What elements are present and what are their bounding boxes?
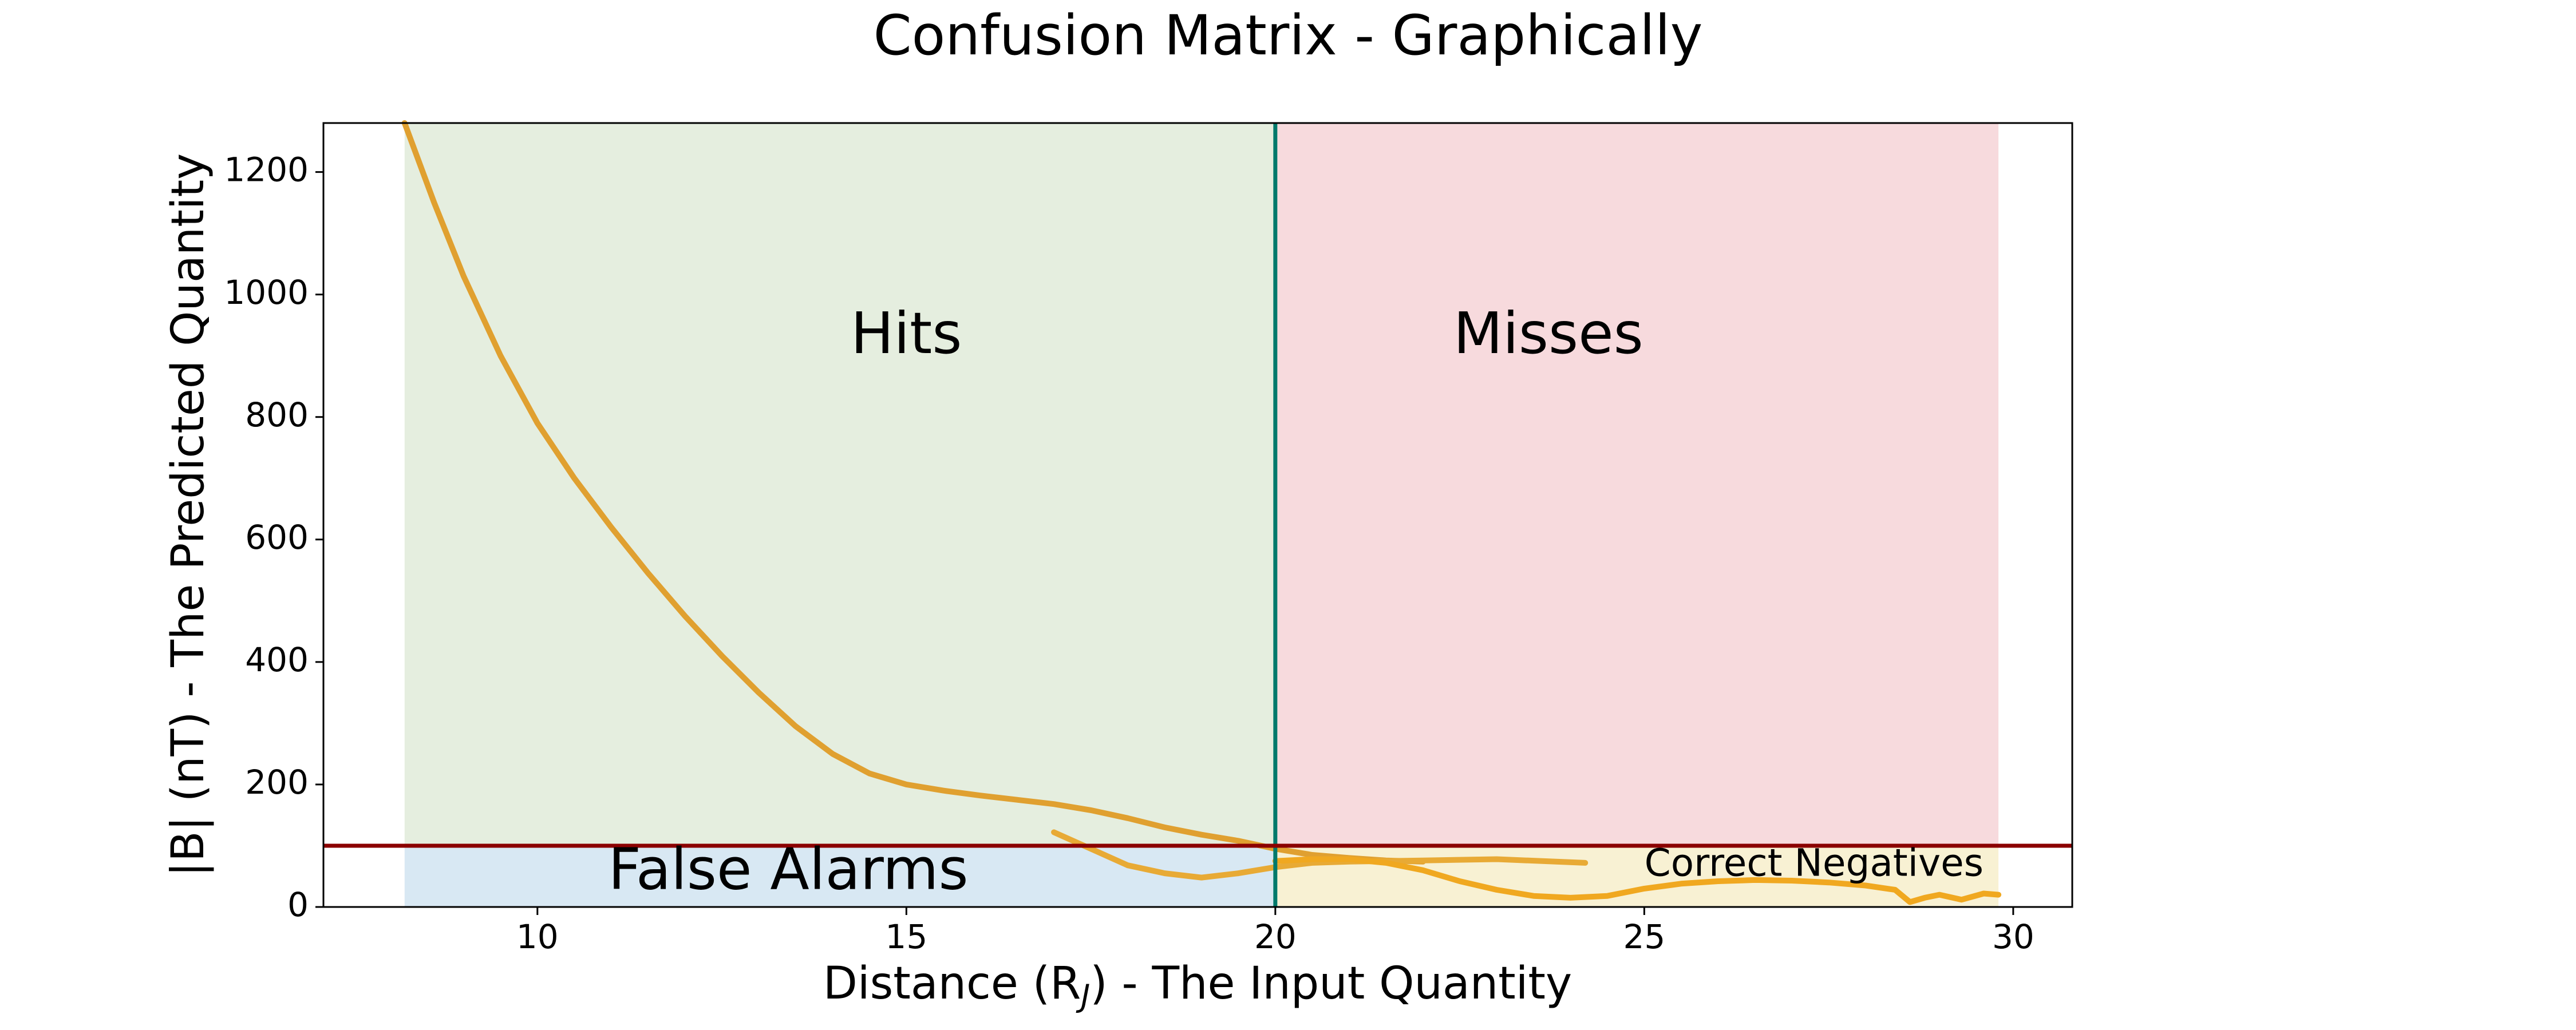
- region-labels-layer: Hits Misses False Alarms Correct Negatives: [609, 300, 1984, 903]
- x-tick-label: 20: [1254, 917, 1297, 956]
- series-line-2: [1051, 829, 1589, 881]
- x-axis-label: Distance (RJ) - The Input Quantity: [823, 958, 1572, 1014]
- y-tick-label: 200: [245, 763, 309, 802]
- series-line-3: [1272, 856, 2002, 905]
- y-tick-label: 600: [245, 518, 309, 557]
- y-tick-label: 1200: [224, 150, 309, 189]
- plot-frame: [322, 122, 2073, 908]
- y-tick-label: 400: [245, 640, 309, 679]
- region-correct-negatives: [1275, 845, 1999, 907]
- x-tick-label: 10: [516, 917, 559, 956]
- y-tick-label: 800: [245, 395, 309, 434]
- region-misses: [1275, 123, 1999, 846]
- region-label-hits: Hits: [851, 300, 962, 367]
- y-tick-label: 0: [287, 885, 309, 924]
- regions-layer: [404, 123, 1999, 907]
- x-axis-ticks: 10 15 20 25 30: [516, 907, 2034, 956]
- region-label-correct-negatives: Correct Negatives: [1645, 841, 1984, 885]
- series-line-1: [401, 120, 1426, 865]
- region-false-alarms: [404, 845, 1275, 907]
- y-tick-label: 1000: [224, 273, 309, 312]
- region-label-misses: Misses: [1453, 300, 1643, 367]
- y-axis-label: |B| (nT) - The Predicted Quantity: [163, 153, 214, 877]
- x-tick-label: 15: [885, 917, 927, 956]
- x-tick-label: 30: [1992, 917, 2034, 956]
- region-hits: [404, 123, 1275, 846]
- chart-title: Confusion Matrix - Graphically: [874, 3, 1703, 68]
- region-label-false-alarms: False Alarms: [609, 835, 969, 902]
- series-layer: [401, 120, 2002, 905]
- thresholds-layer: [323, 123, 2072, 907]
- y-axis-ticks: 0 200 400 600 800 1000 1200: [224, 150, 323, 924]
- x-tick-label: 25: [1623, 917, 1665, 956]
